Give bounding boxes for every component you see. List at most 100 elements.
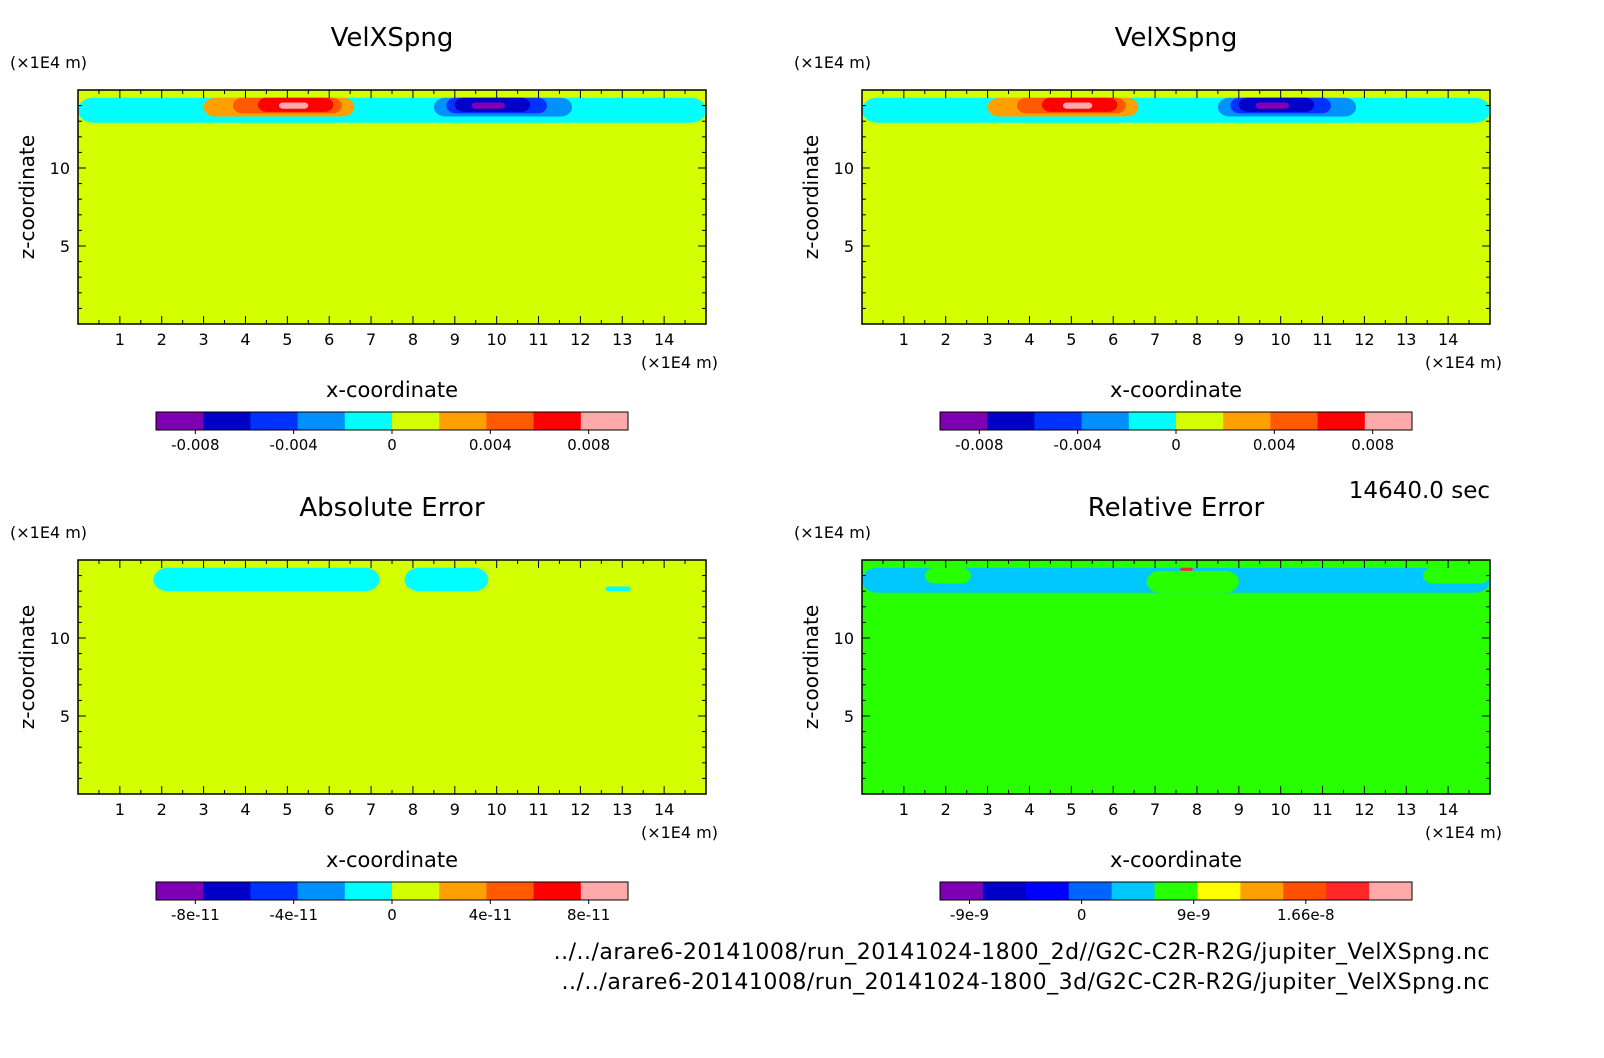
colorbar-swatch xyxy=(580,882,629,900)
colorbar-swatch xyxy=(1317,412,1366,430)
field-background xyxy=(862,560,1490,794)
y-unit-label: (×1E4 m) xyxy=(10,523,87,542)
colorbar-tick-label: 9e-9 xyxy=(1177,906,1211,924)
x-tick-label: 2 xyxy=(941,800,951,819)
contour-region xyxy=(1146,570,1239,593)
panel-3 xyxy=(77,559,707,904)
x-tick-label: 7 xyxy=(366,330,376,349)
x-tick-label: 4 xyxy=(1024,800,1034,819)
x-tick-label: 14 xyxy=(654,800,674,819)
contour-region xyxy=(471,102,506,109)
x-tick-label: 7 xyxy=(366,800,376,819)
colorbar-tick-label: -8e-11 xyxy=(171,906,220,924)
colorbar-tick-label: 4e-11 xyxy=(469,906,512,924)
colorbar-swatch xyxy=(1176,412,1224,430)
colorbar-swatch xyxy=(344,412,393,430)
x-tick-label: 8 xyxy=(408,800,418,819)
colorbar-swatch xyxy=(392,882,440,900)
x-tick-label: 1 xyxy=(899,800,909,819)
colorbar-tick-label: -0.004 xyxy=(269,436,317,454)
colorbar-tick-label: 0.004 xyxy=(1253,436,1296,454)
colorbar-swatch xyxy=(1068,882,1113,900)
x-tick-label: 7 xyxy=(1150,800,1160,819)
x-tick-label: 3 xyxy=(199,330,209,349)
colorbar-swatch xyxy=(1326,882,1370,900)
panel-1 xyxy=(77,89,707,434)
y-axis-label: z-coordinate xyxy=(15,135,39,259)
colorbar-swatch xyxy=(156,412,204,430)
colorbar-tick-label: 0 xyxy=(387,906,397,924)
y-tick-label: 10 xyxy=(834,159,854,178)
x-tick-label: 8 xyxy=(1192,800,1202,819)
x-tick-label: 11 xyxy=(1312,330,1332,349)
colorbar-swatch xyxy=(1034,412,1083,430)
x-tick-label: 5 xyxy=(1066,800,1076,819)
x-tick-label: 1 xyxy=(115,330,125,349)
x-tick-label: 4 xyxy=(240,800,250,819)
x-tick-label: 10 xyxy=(486,800,506,819)
x-tick-label: 14 xyxy=(1438,330,1458,349)
y-tick-label: 10 xyxy=(50,159,70,178)
colorbar-swatch xyxy=(156,882,204,900)
x-tick-label: 12 xyxy=(570,330,590,349)
x-axis-label: x-coordinate xyxy=(326,848,458,872)
x-axis-label: x-coordinate xyxy=(326,378,458,402)
x-tick-label: 4 xyxy=(1024,330,1034,349)
y-tick-label: 5 xyxy=(844,237,854,256)
colorbar-swatch xyxy=(1154,882,1198,900)
colorbar-swatch xyxy=(1081,412,1130,430)
timestamp: 14640.0 sec xyxy=(1348,478,1490,504)
x-tick-label: 3 xyxy=(983,800,993,819)
y-axis-label: z-coordinate xyxy=(799,605,823,729)
colorbar-swatch xyxy=(982,882,1027,900)
x-tick-label: 9 xyxy=(1234,330,1244,349)
colorbar-swatch xyxy=(940,412,988,430)
x-tick-label: 13 xyxy=(1396,330,1416,349)
contour-region xyxy=(78,97,706,123)
colorbar-swatch xyxy=(439,412,487,430)
x-unit-label: (×1E4 m) xyxy=(641,823,718,842)
colorbar-swatch xyxy=(486,882,535,900)
colorbar-swatch xyxy=(533,882,582,900)
x-tick-label: 12 xyxy=(1354,330,1374,349)
x-tick-label: 6 xyxy=(324,800,334,819)
colorbar-tick-label: 0.008 xyxy=(1351,436,1394,454)
x-tick-label: 4 xyxy=(240,330,250,349)
colorbar-tick-label: 0 xyxy=(1077,906,1087,924)
colorbar-swatch xyxy=(1128,412,1177,430)
contour-region xyxy=(1255,102,1290,109)
colorbar-tick-label: -4e-11 xyxy=(269,906,318,924)
colorbar-swatch xyxy=(203,882,251,900)
colorbar-tick-label: 0 xyxy=(1171,436,1181,454)
contour-region xyxy=(153,567,380,592)
x-tick-label: 11 xyxy=(528,800,548,819)
colorbar-swatch xyxy=(250,412,299,430)
colorbar-swatch xyxy=(439,882,487,900)
y-tick-label: 5 xyxy=(844,707,854,726)
y-axis-label: z-coordinate xyxy=(799,135,823,259)
x-tick-label: 10 xyxy=(1270,330,1290,349)
x-tick-label: 13 xyxy=(612,800,632,819)
colorbar-swatch xyxy=(580,412,629,430)
colorbar-swatch xyxy=(1270,412,1319,430)
colorbar-tick-label: 0 xyxy=(387,436,397,454)
y-unit-label: (×1E4 m) xyxy=(10,53,87,72)
colorbar-tick-label: -0.008 xyxy=(171,436,219,454)
x-tick-label: 7 xyxy=(1150,330,1160,349)
x-tick-label: 1 xyxy=(899,330,909,349)
y-tick-label: 5 xyxy=(60,237,70,256)
panel-title: VelXSpng xyxy=(1115,23,1238,53)
footer-file-2: ../../arare6-20141008/run_20141024-1800_… xyxy=(561,970,1490,995)
x-tick-label: 10 xyxy=(486,330,506,349)
y-tick-label: 5 xyxy=(60,707,70,726)
panel-title: Absolute Error xyxy=(299,493,485,523)
x-tick-label: 10 xyxy=(1270,800,1290,819)
contour-region xyxy=(1062,102,1093,109)
panel-2 xyxy=(861,89,1491,434)
x-tick-label: 9 xyxy=(450,800,460,819)
field-background xyxy=(78,560,706,794)
y-unit-label: (×1E4 m) xyxy=(794,53,871,72)
x-tick-label: 12 xyxy=(1354,800,1374,819)
x-tick-label: 2 xyxy=(157,330,167,349)
